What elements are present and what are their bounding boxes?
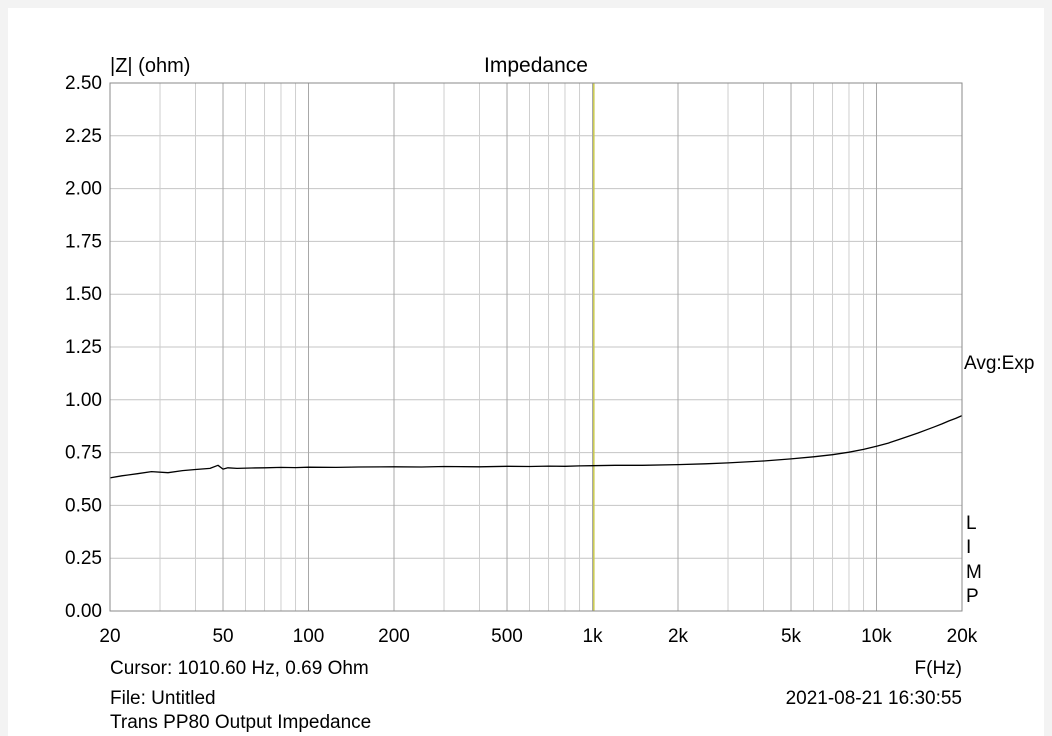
y-axis-label: |Z| (ohm) [110, 55, 190, 77]
side-letter-l: L [966, 513, 977, 534]
file-name: File: Untitled [110, 688, 216, 709]
y-tick-label: 1.50 [65, 284, 102, 305]
x-axis-label: F(Hz) [915, 658, 962, 679]
grid [110, 82, 962, 612]
x-tick-label: 500 [491, 626, 523, 647]
impedance-series-line [109, 415, 963, 479]
x-tick-label: 10k [861, 626, 892, 647]
chart-title: Impedance [484, 54, 588, 77]
y-tick-label: 1.25 [65, 337, 102, 358]
series-group [109, 415, 963, 479]
x-tick-label: 200 [378, 626, 410, 647]
y-tick-label: 0.50 [65, 495, 102, 516]
y-tick-label: 1.75 [65, 231, 102, 252]
y-tick-label: 0.75 [65, 443, 102, 464]
side-letter-p: P [966, 586, 979, 607]
x-tick-labels: 20 50 100 200 500 1k 2k 5k 10k 20k [99, 626, 977, 647]
y-tick-labels: 0.00 0.25 0.50 0.75 1.00 1.25 1.50 1.75 2.00 2.25… [65, 73, 102, 622]
y-tick-label: 2.00 [65, 179, 102, 200]
x-tick-label: 20 [99, 626, 120, 647]
chart-panel [8, 8, 1044, 736]
x-tick-label: 20k [947, 626, 978, 647]
x-tick-label: 100 [293, 626, 325, 647]
x-tick-label: 1k [582, 626, 603, 647]
y-tick-label: 1.00 [65, 390, 102, 411]
x-tick-label: 2k [668, 626, 689, 647]
x-tick-label: 50 [212, 626, 233, 647]
timestamp: 2021-08-21 16:30:55 [786, 688, 962, 709]
x-tick-label: 5k [781, 626, 802, 647]
measurement-description: Trans PP80 Output Impedance [110, 712, 371, 733]
y-tick-label: 2.25 [65, 126, 102, 147]
side-letter-m: M [966, 562, 982, 583]
side-letter-i: I [966, 537, 971, 558]
y-tick-label: 0.25 [65, 548, 102, 569]
y-tick-label: 0.00 [65, 601, 102, 622]
plot-frame [109, 82, 963, 612]
y-tick-label: 2.50 [65, 73, 102, 94]
cursor-readout: Cursor: 1010.60 Hz, 0.69 Ohm [110, 658, 369, 679]
side-label-avg: Avg:Exp [964, 353, 1034, 374]
